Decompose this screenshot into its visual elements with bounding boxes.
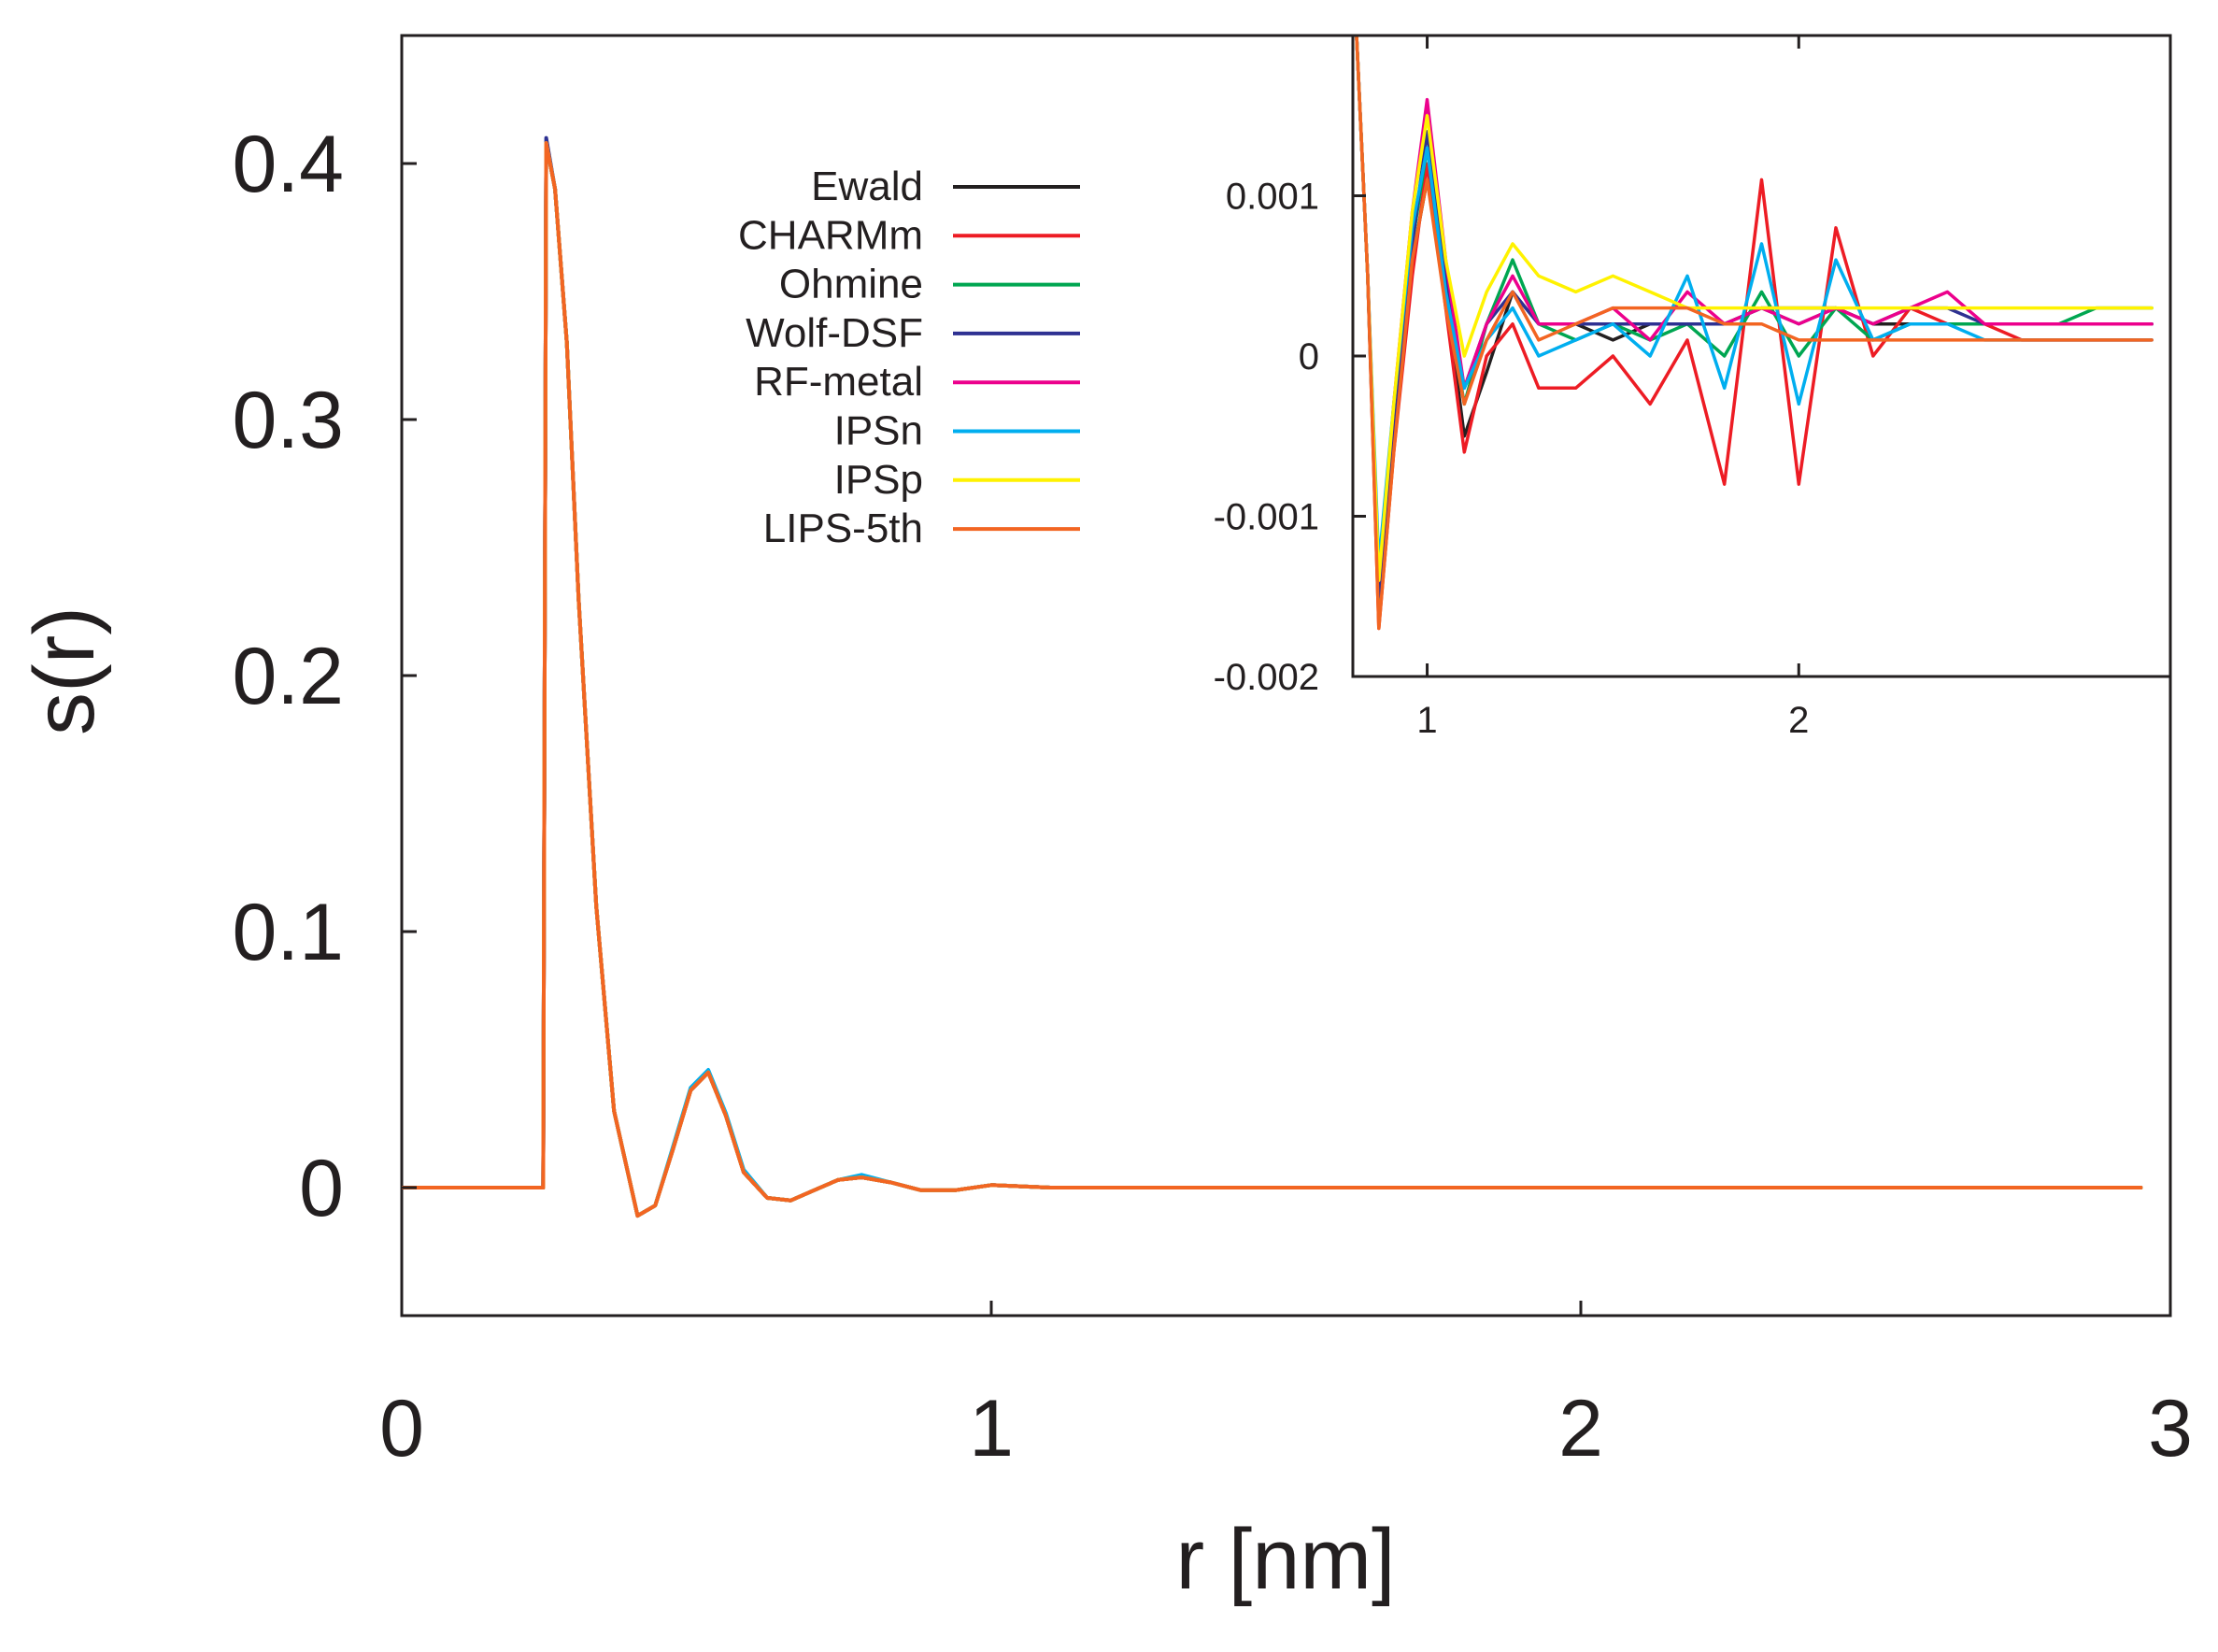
legend-label-ipsn: IPSn <box>834 408 923 454</box>
main-y-tick-label: 0.3 <box>232 376 344 465</box>
legend-label-ewald: Ewald <box>811 164 923 209</box>
legend-label-ipsp: IPSp <box>834 457 923 503</box>
main-series-group <box>402 135 2143 1218</box>
main-y-tick-label: 0.2 <box>232 632 344 721</box>
inset-series-ipsp <box>1355 36 2154 582</box>
main-x-tick-label: 3 <box>2148 1384 2193 1474</box>
x-axis-label: r [nm] <box>1175 1512 1395 1607</box>
main-series-lips-5th <box>402 141 2143 1218</box>
legend-label-charmm: CHARMm <box>738 212 923 258</box>
inset-background <box>1353 36 2170 676</box>
main-y-tick-label: 0.1 <box>232 888 344 977</box>
main-x-tick-label: 1 <box>969 1384 1014 1474</box>
legend-label-ohmine: Ohmine <box>779 262 923 307</box>
inset-ticks-group: 1 2 -0.002 -0.001 0 0.001 <box>1214 36 1809 741</box>
inset-y-tick-label: 0 <box>1299 336 1319 377</box>
inset-y-tick-label: -0.002 <box>1214 657 1319 698</box>
main-y-tick-label: 0.4 <box>232 120 344 209</box>
y-axis-label: s(r) <box>17 606 112 735</box>
inset-x-tick-label: 1 <box>1416 700 1437 741</box>
legend: EwaldCHARMmOhmineWolf-DSFRF-metalIPSnIPS… <box>738 164 1080 551</box>
main-y-tick-label: 0 <box>299 1144 344 1233</box>
main-x-tick-label: 2 <box>1558 1384 1603 1474</box>
inset-series-lips-5th <box>1355 36 2154 631</box>
inset-x-tick-label: 2 <box>1788 700 1809 741</box>
legend-label-lips-5th: LIPS-5th <box>763 506 923 551</box>
inset-series-group <box>1355 36 2154 631</box>
legend-label-rf-metal: RF-metal <box>754 359 923 405</box>
inset-y-tick-label: 0.001 <box>1226 177 1319 218</box>
main-ticks-group: 0 1 2 3 0 0.1 0.2 0.3 0.4 <box>232 120 2192 1474</box>
main-x-tick-label: 0 <box>379 1384 424 1474</box>
legend-label-wolf-dsf: Wolf-DSF <box>746 310 923 356</box>
inset-series-ipsn <box>1355 36 2154 566</box>
inset-y-tick-label: -0.001 <box>1214 497 1319 538</box>
